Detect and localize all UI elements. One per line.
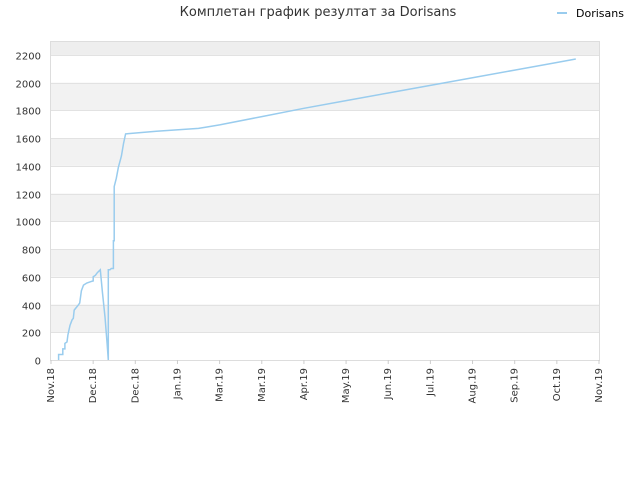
x-axis: Nov.18 Dec.18 Dec.18 Jan.19 Mar.19 Mar.19 Apr.…: [46, 360, 605, 403]
legend-label: Dorisans: [576, 7, 624, 20]
x-tick-label: Dec.18: [88, 368, 99, 403]
y-tick-label: 2200: [16, 52, 41, 63]
x-tick-label: Jul.19: [425, 368, 436, 397]
chart-title: Комплетан график резултат за Dorisans: [180, 5, 457, 20]
band: [51, 82, 599, 111]
y-tick-label: 1000: [16, 218, 41, 229]
x-tick-label: Nov.18: [46, 368, 57, 403]
band: [51, 249, 599, 277]
band: [51, 41, 599, 55]
y-tick-label: 200: [22, 329, 41, 340]
x-tick-label: Apr.19: [299, 368, 310, 400]
y-tick-label: 1800: [16, 107, 41, 118]
x-tick-label: Oct.19: [552, 368, 563, 401]
y-tick-label: 1400: [16, 163, 41, 174]
legend: Dorisans: [557, 7, 624, 20]
y-tick-label: 2000: [16, 80, 41, 91]
band: [51, 138, 599, 166]
plot-background: [51, 41, 599, 333]
series-group: [57, 58, 576, 361]
x-tick-label: Mar.19: [215, 368, 226, 402]
plot-area: [50, 41, 600, 361]
y-tick-label: 1600: [16, 135, 41, 146]
x-tick-label: Sep.19: [510, 368, 521, 403]
y-axis: 0 200 400 600 800 1000 1200 1400 1600 1800 2000 220…: [16, 52, 41, 368]
band: [51, 304, 599, 333]
y-tick-label: 800: [22, 246, 41, 257]
x-tick-label: Aug.19: [468, 368, 479, 403]
x-tick-label: Jun.19: [383, 368, 394, 401]
y-tick-label: 1200: [16, 191, 41, 202]
band: [51, 193, 599, 222]
y-tick-label: 400: [22, 302, 41, 313]
grid-lines: [51, 55, 599, 361]
x-tick-label: May.19: [341, 368, 352, 403]
series-line-dorisans: [57, 58, 576, 361]
x-tick-label: Nov.19: [594, 368, 605, 403]
x-tick-label: Mar.19: [257, 368, 268, 402]
y-tick-label: 600: [22, 274, 41, 285]
x-tick-label: Dec.18: [130, 368, 141, 403]
y-tick-label: 0: [35, 357, 41, 368]
x-tick-label: Jan.19: [172, 368, 183, 400]
